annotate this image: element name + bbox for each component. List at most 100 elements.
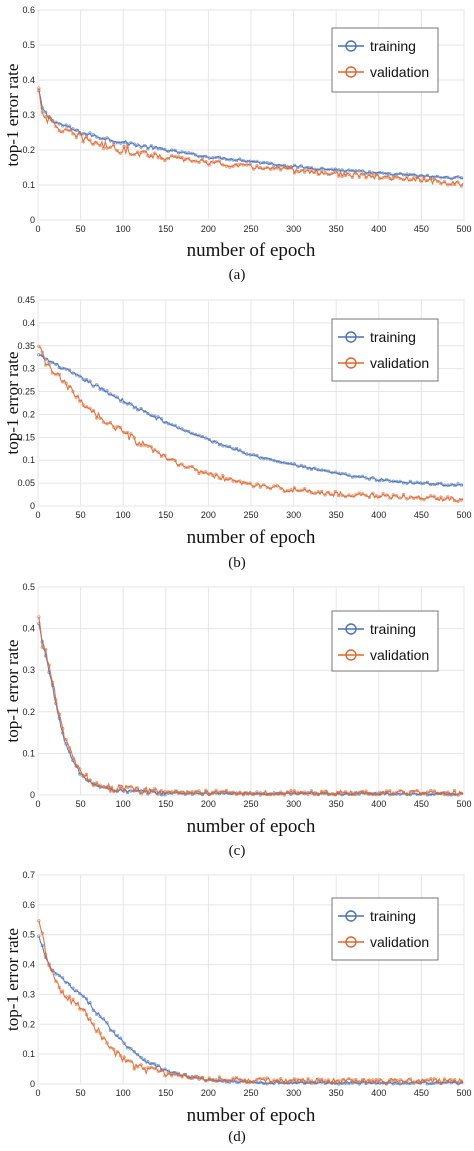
data-point (320, 169, 324, 173)
data-point (61, 366, 65, 370)
data-point (415, 175, 419, 180)
y-tick-label: 0.3 (22, 364, 35, 374)
data-point (200, 435, 205, 439)
data-point (248, 1080, 252, 1084)
data-point (37, 353, 41, 357)
y-tick-label: 0.05 (17, 478, 35, 488)
data-point (398, 496, 402, 500)
data-point (95, 383, 99, 387)
data-point (61, 380, 65, 384)
data-point (231, 447, 235, 451)
data-point (340, 1078, 344, 1082)
data-point (115, 1050, 119, 1054)
data-point (245, 481, 249, 485)
data-point (432, 177, 436, 181)
data-point (323, 789, 327, 793)
data-point (439, 176, 443, 180)
data-point (176, 1073, 181, 1078)
data-point (217, 790, 222, 794)
data-point (292, 789, 297, 793)
data-point (211, 1078, 215, 1083)
data-point (282, 165, 286, 169)
legend: training validation (331, 318, 439, 382)
data-point (446, 1079, 450, 1083)
data-point (119, 784, 123, 788)
data-point (395, 175, 399, 179)
x-tick-label: 500 (456, 1088, 471, 1098)
data-point (248, 481, 252, 485)
data-point (214, 1079, 218, 1083)
data-point (122, 430, 126, 435)
data-point (221, 163, 225, 167)
data-point (47, 115, 51, 119)
y-tick-label: 0.4 (22, 318, 35, 328)
data-point (425, 790, 429, 794)
data-point (442, 175, 447, 180)
data-point (361, 492, 365, 496)
y-tick-label: 0.45 (17, 295, 35, 305)
data-point (180, 462, 184, 466)
data-point (309, 1079, 314, 1083)
x-tick-label: 100 (116, 510, 131, 520)
data-point (183, 792, 187, 796)
data-point (408, 479, 412, 483)
data-point (255, 164, 259, 168)
data-point (221, 444, 225, 448)
data-point (449, 792, 453, 796)
legend-label: training (370, 621, 416, 637)
data-point (262, 457, 266, 461)
data-point (156, 1063, 160, 1068)
data-point (159, 156, 164, 161)
data-point (173, 423, 177, 427)
x-tick-label: 200 (201, 1088, 216, 1098)
data-point (197, 160, 201, 165)
data-point (122, 789, 126, 793)
data-point (129, 141, 133, 145)
data-point (37, 919, 41, 923)
data-point (112, 143, 116, 147)
data-point (64, 995, 68, 999)
data-point (292, 171, 297, 175)
data-point (57, 122, 61, 126)
data-point (180, 790, 184, 794)
data-point (303, 166, 307, 170)
data-point (442, 793, 447, 797)
data-point (323, 1079, 327, 1083)
data-point (146, 147, 150, 151)
data-point (132, 153, 136, 157)
data-point (367, 173, 372, 177)
data-point (309, 467, 314, 471)
y-tick-label: 0.6 (22, 900, 35, 910)
data-point (238, 162, 242, 166)
data-point (340, 174, 344, 178)
data-point (50, 371, 55, 375)
data-point (180, 427, 184, 431)
data-point (228, 790, 232, 795)
data-point (364, 171, 368, 175)
data-point (364, 176, 368, 180)
data-point (241, 1079, 245, 1083)
data-point (207, 163, 211, 167)
x-tick-label: 450 (414, 510, 429, 520)
x-tick-label: 500 (456, 224, 471, 234)
data-point (268, 457, 273, 462)
data-point (170, 148, 174, 152)
data-point (459, 1079, 464, 1083)
data-point (183, 429, 187, 433)
data-point (176, 791, 181, 795)
data-point (337, 174, 341, 178)
data-point (238, 479, 242, 483)
data-point (313, 167, 317, 171)
data-point (326, 792, 331, 796)
data-point (405, 175, 409, 179)
data-point (412, 172, 416, 177)
data-point (153, 414, 157, 418)
y-tick-label: 0 (30, 501, 35, 511)
data-point (190, 1076, 194, 1081)
data-point (381, 1081, 385, 1085)
data-point (251, 1080, 256, 1084)
data-point (306, 1077, 310, 1081)
data-point (371, 476, 375, 480)
data-point (337, 1082, 341, 1086)
data-point (439, 1081, 443, 1085)
